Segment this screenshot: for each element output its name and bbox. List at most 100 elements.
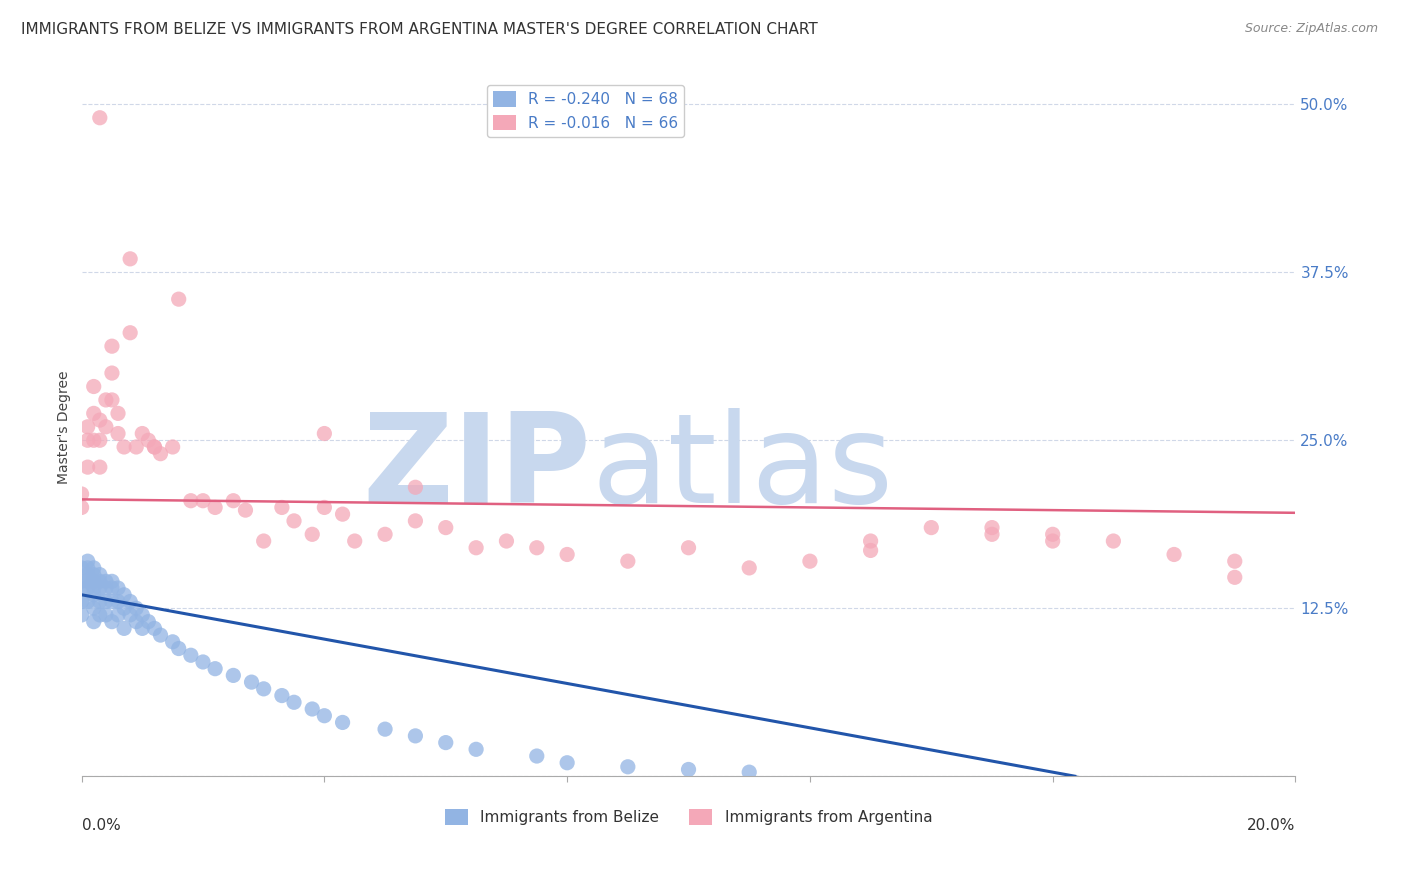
Point (204, 662, 226, 676)
Point (89, 594, 111, 608)
Point (83, 406, 105, 420)
Point (125, 615, 148, 629)
Point (314, 500, 336, 515)
Point (83, 615, 105, 629)
Point (76, 594, 98, 608)
Point (301, 702, 323, 716)
Point (89, 111, 111, 125)
Point (283, 695, 305, 709)
Point (76, 460, 98, 475)
Point (112, 601, 135, 615)
Point (434, 520, 457, 534)
Point (404, 480, 426, 494)
Point (70, 500, 93, 515)
Point (270, 689, 292, 703)
Point (859, 543, 882, 558)
Point (526, 749, 548, 764)
Point (270, 500, 292, 515)
Y-axis label: Master's Degree: Master's Degree (58, 370, 72, 483)
Point (112, 588, 135, 602)
Text: atlas: atlas (592, 409, 894, 529)
Point (89, 413, 111, 427)
Point (70, 607, 93, 622)
Point (83, 601, 105, 615)
Point (253, 534, 276, 549)
Point (83, 561, 105, 575)
Point (1223, 554, 1246, 568)
Point (143, 621, 166, 635)
Point (149, 447, 172, 461)
Point (120, 594, 142, 608)
Point (138, 434, 160, 448)
Point (404, 729, 426, 743)
Point (920, 520, 942, 534)
Point (131, 607, 153, 622)
Point (332, 715, 354, 730)
Point (101, 392, 124, 407)
Text: IMMIGRANTS FROM BELIZE VS IMMIGRANTS FROM ARGENTINA MASTER'S DEGREE CORRELATION : IMMIGRANTS FROM BELIZE VS IMMIGRANTS FRO… (21, 22, 818, 37)
Point (204, 500, 226, 515)
Point (76, 574, 98, 589)
Point (617, 554, 640, 568)
Point (101, 366, 124, 380)
Point (125, 440, 148, 454)
Point (70, 581, 93, 595)
Point (738, 561, 761, 575)
Point (981, 520, 1004, 534)
Text: Source: ZipAtlas.com: Source: ZipAtlas.com (1244, 22, 1378, 36)
Point (235, 503, 257, 517)
Point (89, 607, 111, 622)
Point (143, 440, 166, 454)
Point (859, 534, 882, 549)
Point (465, 742, 488, 756)
Point (180, 493, 202, 508)
Point (94, 574, 117, 589)
Point (180, 648, 202, 663)
Text: 20.0%: 20.0% (1247, 818, 1295, 833)
Point (83, 567, 105, 582)
Point (94, 594, 117, 608)
Point (1042, 534, 1064, 549)
Point (107, 406, 129, 420)
Point (89, 567, 111, 582)
Point (70, 561, 93, 575)
Point (167, 292, 190, 306)
Point (112, 621, 135, 635)
Point (107, 426, 129, 441)
Point (332, 507, 354, 521)
Point (678, 541, 700, 555)
Point (120, 607, 142, 622)
Point (107, 581, 129, 595)
Point (70, 594, 93, 608)
Point (89, 460, 111, 475)
Point (89, 434, 111, 448)
Point (162, 440, 184, 454)
Point (94, 607, 117, 622)
Point (191, 655, 214, 669)
Point (240, 675, 263, 690)
Point (76, 554, 98, 568)
Point (678, 763, 700, 777)
Point (89, 574, 111, 589)
Point (101, 615, 124, 629)
Point (301, 527, 323, 541)
Point (374, 722, 396, 736)
Point (404, 514, 426, 528)
Point (83, 434, 105, 448)
Point (131, 426, 153, 441)
Point (253, 681, 276, 696)
Point (1042, 527, 1064, 541)
Point (1223, 570, 1246, 584)
Point (374, 527, 396, 541)
Point (70, 574, 93, 589)
Point (101, 339, 124, 353)
Point (495, 534, 517, 549)
Point (149, 628, 172, 642)
Point (162, 635, 184, 649)
Point (738, 765, 761, 780)
Point (191, 493, 214, 508)
Point (283, 514, 305, 528)
Point (107, 607, 129, 622)
Point (1102, 534, 1125, 549)
Point (555, 548, 578, 562)
